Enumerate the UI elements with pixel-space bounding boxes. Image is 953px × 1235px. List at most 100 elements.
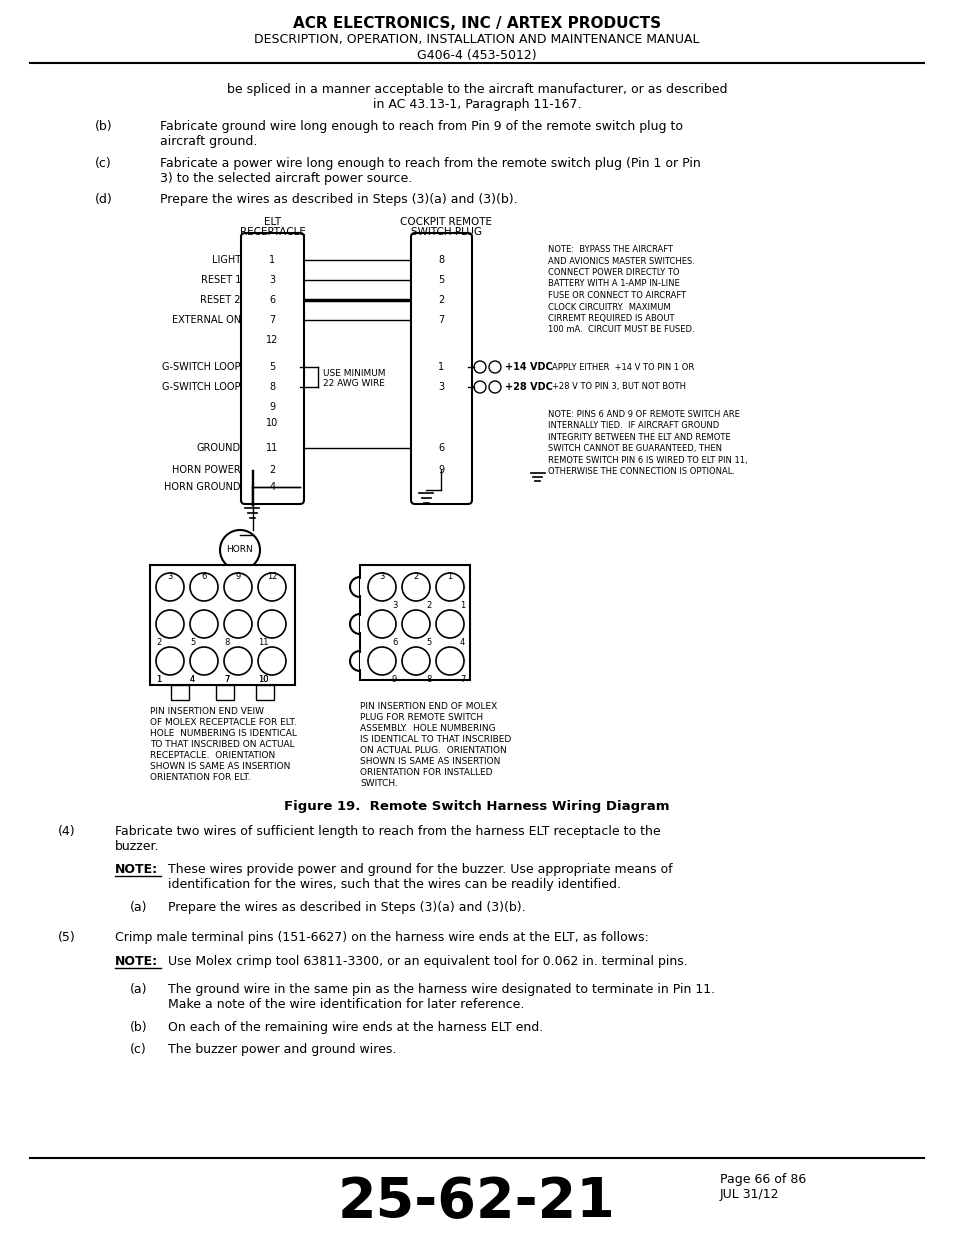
Text: OTHERWISE THE CONNECTION IS OPTIONAL.: OTHERWISE THE CONNECTION IS OPTIONAL.: [547, 468, 734, 477]
Text: 2: 2: [426, 601, 431, 610]
Text: 1: 1: [438, 362, 444, 372]
Text: 6: 6: [269, 295, 275, 305]
Text: Make a note of the wire identification for later reference.: Make a note of the wire identification f…: [168, 998, 524, 1011]
Text: ELT: ELT: [264, 217, 281, 227]
Text: (c): (c): [130, 1044, 147, 1056]
Text: NOTE:: NOTE:: [115, 955, 158, 968]
Text: 5: 5: [269, 362, 275, 372]
Text: 7: 7: [438, 315, 444, 325]
Text: JUL 31/12: JUL 31/12: [720, 1188, 779, 1200]
Text: 1: 1: [156, 676, 161, 684]
Text: 8: 8: [426, 676, 431, 684]
Text: SWITCH PLUG: SWITCH PLUG: [411, 227, 481, 237]
Text: identification for the wires, such that the wires can be readily identified.: identification for the wires, such that …: [168, 878, 620, 890]
Text: PLUG FOR REMOTE SWITCH: PLUG FOR REMOTE SWITCH: [359, 713, 482, 722]
Text: BATTERY WITH A 1-AMP IN-LINE: BATTERY WITH A 1-AMP IN-LINE: [547, 279, 679, 289]
Text: Prepare the wires as described in Steps (3)(a) and (3)(b).: Prepare the wires as described in Steps …: [160, 193, 517, 206]
Text: FUSE OR CONNECT TO AIRCRAFT: FUSE OR CONNECT TO AIRCRAFT: [547, 291, 685, 300]
Text: 12: 12: [266, 335, 278, 345]
Text: HOLE  NUMBERING IS IDENTICAL: HOLE NUMBERING IS IDENTICAL: [150, 729, 296, 739]
Text: (d): (d): [95, 193, 112, 206]
Text: 5: 5: [190, 638, 195, 647]
Text: 9: 9: [438, 466, 444, 475]
Text: 1: 1: [156, 676, 161, 684]
Text: +28 V TO PIN 3, BUT NOT BOTH: +28 V TO PIN 3, BUT NOT BOTH: [552, 383, 685, 391]
Text: 100 mA.  CIRCUIT MUST BE FUSED.: 100 mA. CIRCUIT MUST BE FUSED.: [547, 326, 694, 335]
Text: 5: 5: [438, 275, 444, 285]
Text: 8: 8: [269, 382, 275, 391]
Bar: [359, 616, 368, 632]
Text: The ground wire in the same pin as the harness wire designated to terminate in P: The ground wire in the same pin as the h…: [168, 983, 715, 995]
Text: These wires provide power and ground for the buzzer. Use appropriate means of: These wires provide power and ground for…: [168, 863, 672, 876]
Text: ON ACTUAL PLUG.  ORIENTATION: ON ACTUAL PLUG. ORIENTATION: [359, 746, 506, 755]
FancyBboxPatch shape: [241, 233, 304, 504]
Text: 10: 10: [257, 676, 268, 684]
Text: 25-62-21: 25-62-21: [337, 1174, 616, 1229]
Text: On each of the remaining wire ends at the harness ELT end.: On each of the remaining wire ends at th…: [168, 1021, 542, 1034]
Text: NOTE:: NOTE:: [115, 863, 158, 876]
Text: (4): (4): [58, 825, 75, 839]
Text: 3: 3: [438, 382, 444, 391]
Text: 1: 1: [269, 254, 275, 266]
Text: 4: 4: [190, 676, 195, 684]
Text: 1: 1: [447, 572, 452, 580]
FancyBboxPatch shape: [411, 233, 472, 504]
Text: Use Molex crimp tool 63811-3300, or an equivalent tool for 0.062 in. terminal pi: Use Molex crimp tool 63811-3300, or an e…: [168, 955, 687, 968]
Text: AND AVIONICS MASTER SWITCHES.: AND AVIONICS MASTER SWITCHES.: [547, 257, 694, 266]
Text: INTEGRITY BETWEEN THE ELT AND REMOTE: INTEGRITY BETWEEN THE ELT AND REMOTE: [547, 433, 730, 442]
Text: 3: 3: [392, 601, 397, 610]
Text: (a): (a): [130, 902, 148, 914]
Text: IS IDENTICAL TO THAT INSCRIBED: IS IDENTICAL TO THAT INSCRIBED: [359, 735, 511, 743]
Text: Fabricate a power wire long enough to reach from the remote switch plug (Pin 1 o: Fabricate a power wire long enough to re…: [160, 157, 700, 170]
Text: G-SWITCH LOOP: G-SWITCH LOOP: [162, 382, 241, 391]
Text: 8: 8: [438, 254, 444, 266]
Text: 12: 12: [267, 572, 277, 580]
Text: ACR ELECTRONICS, INC / ARTEX PRODUCTS: ACR ELECTRONICS, INC / ARTEX PRODUCTS: [293, 16, 660, 31]
Text: 6: 6: [392, 638, 397, 647]
Bar: [359, 579, 368, 595]
Text: 9: 9: [269, 403, 275, 412]
Text: buzzer.: buzzer.: [115, 840, 159, 853]
Text: 10: 10: [257, 676, 268, 684]
Text: CIRREMT REQUIRED IS ABOUT: CIRREMT REQUIRED IS ABOUT: [547, 314, 674, 324]
Text: (a): (a): [130, 983, 148, 995]
Text: be spliced in a manner acceptable to the aircraft manufacturer, or as described: be spliced in a manner acceptable to the…: [227, 83, 726, 96]
Text: (5): (5): [58, 931, 75, 944]
Text: 2: 2: [156, 638, 161, 647]
Text: (b): (b): [130, 1021, 148, 1034]
Text: HORN: HORN: [227, 546, 253, 555]
Text: +14 VDC: +14 VDC: [504, 362, 552, 372]
Text: 2: 2: [438, 295, 444, 305]
Text: 4: 4: [190, 676, 195, 684]
Text: 9: 9: [392, 676, 396, 684]
Text: RECEPTACLE: RECEPTACLE: [239, 227, 305, 237]
Text: +28 VDC: +28 VDC: [504, 382, 553, 391]
Bar: [150, 564, 294, 685]
Text: 7: 7: [269, 315, 275, 325]
Text: (c): (c): [95, 157, 112, 170]
Text: 6: 6: [438, 443, 444, 453]
Text: PIN INSERTION END VEIW: PIN INSERTION END VEIW: [150, 706, 264, 716]
Text: 3: 3: [379, 572, 384, 580]
Text: 7: 7: [224, 676, 229, 684]
Text: CLOCK CIRCUITRY.  MAXIMUM: CLOCK CIRCUITRY. MAXIMUM: [547, 303, 670, 311]
Text: INTERNALLY TIED.  IF AIRCRAFT GROUND: INTERNALLY TIED. IF AIRCRAFT GROUND: [547, 421, 719, 431]
Text: G-SWITCH LOOP: G-SWITCH LOOP: [162, 362, 241, 372]
Text: SWITCH.: SWITCH.: [359, 779, 397, 788]
Text: LIGHT: LIGHT: [212, 254, 241, 266]
Text: NOTE:  BYPASS THE AIRCRAFT: NOTE: BYPASS THE AIRCRAFT: [547, 245, 672, 254]
Text: RESET 1: RESET 1: [200, 275, 241, 285]
Text: 9: 9: [235, 572, 240, 580]
Text: ASSEMBLY.  HOLE NUMBERING: ASSEMBLY. HOLE NUMBERING: [359, 724, 496, 734]
Text: APPLY EITHER  +14 V TO PIN 1 OR: APPLY EITHER +14 V TO PIN 1 OR: [552, 363, 694, 372]
Text: Crimp male terminal pins (151-6627) on the harness wire ends at the ELT, as foll: Crimp male terminal pins (151-6627) on t…: [115, 931, 648, 944]
Text: The buzzer power and ground wires.: The buzzer power and ground wires.: [168, 1044, 395, 1056]
Text: in AC 43.13-1, Paragraph 11-167.: in AC 43.13-1, Paragraph 11-167.: [373, 98, 580, 111]
Text: NOTE: PINS 6 AND 9 OF REMOTE SWITCH ARE: NOTE: PINS 6 AND 9 OF REMOTE SWITCH ARE: [547, 410, 740, 419]
Text: 4: 4: [459, 638, 465, 647]
Text: 2: 2: [269, 466, 275, 475]
Text: Figure 19.  Remote Switch Harness Wiring Diagram: Figure 19. Remote Switch Harness Wiring …: [284, 800, 669, 813]
Text: SHOWN IS SAME AS INSERTION: SHOWN IS SAME AS INSERTION: [359, 757, 500, 766]
Text: TO THAT INSCRIBED ON ACTUAL: TO THAT INSCRIBED ON ACTUAL: [150, 740, 294, 748]
Text: 8: 8: [224, 638, 229, 647]
